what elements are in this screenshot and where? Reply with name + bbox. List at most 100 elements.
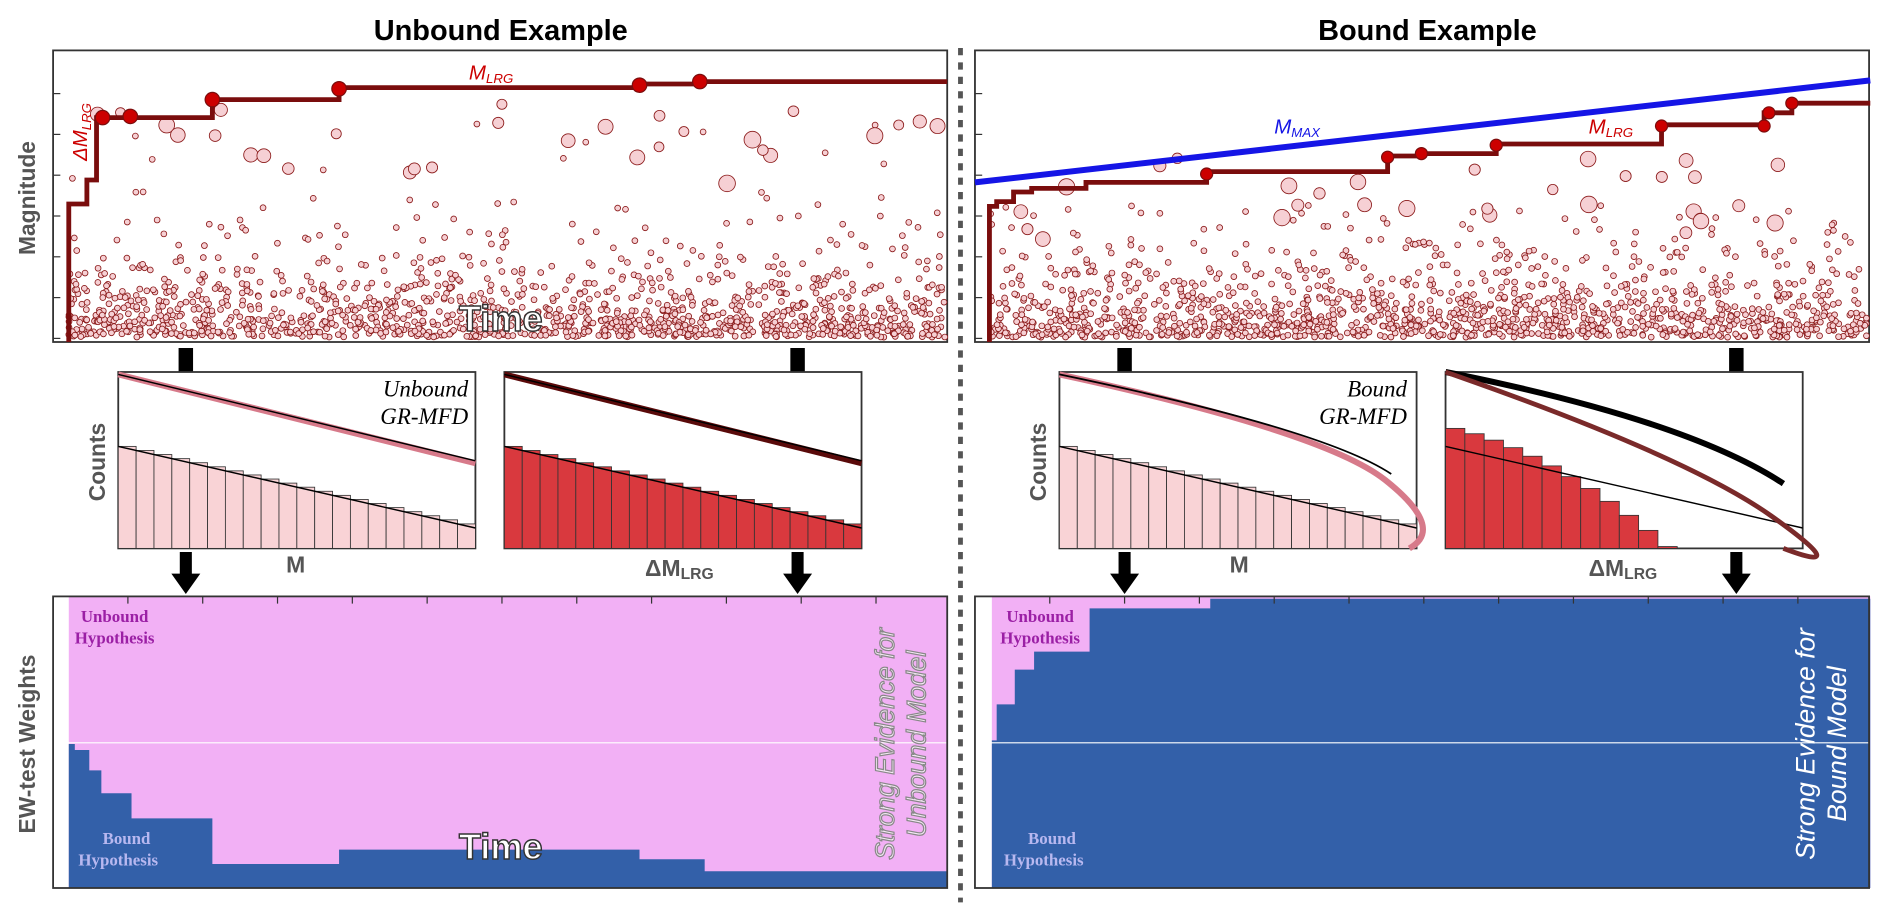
- event: [123, 254, 131, 262]
- event: [1113, 321, 1120, 329]
- event: [278, 309, 286, 317]
- event: [1770, 325, 1778, 333]
- event: [692, 327, 699, 334]
- event: [1652, 288, 1659, 296]
- hist-bar: [403, 511, 423, 549]
- event: [270, 290, 278, 297]
- cum-line: [1444, 369, 1819, 560]
- event: [1199, 280, 1207, 287]
- event: [1234, 331, 1241, 338]
- event: [1171, 322, 1178, 330]
- event: [1198, 293, 1205, 300]
- lrg-event: [1785, 96, 1799, 110]
- event: [313, 302, 321, 309]
- event: [1020, 294, 1028, 302]
- event: [1610, 272, 1617, 280]
- event: [1835, 333, 1842, 341]
- event: [1304, 296, 1312, 304]
- event: [1107, 249, 1115, 257]
- event: [1632, 276, 1639, 284]
- event: [1289, 288, 1297, 296]
- event: [309, 194, 317, 202]
- event: [255, 293, 262, 300]
- event: [354, 318, 362, 326]
- event: [1225, 323, 1233, 330]
- event: [304, 236, 312, 243]
- event: [459, 252, 466, 260]
- event: [1316, 271, 1324, 279]
- event: [1031, 299, 1039, 306]
- event: [1467, 225, 1474, 233]
- event: [831, 327, 839, 335]
- connector: [790, 348, 805, 372]
- event: [1612, 248, 1620, 256]
- event: [614, 204, 621, 212]
- event: [1139, 314, 1147, 321]
- label-sub: LRG: [486, 71, 513, 86]
- event: [473, 120, 481, 128]
- event: [553, 314, 560, 322]
- event: [1706, 328, 1714, 336]
- hist-bar: [557, 458, 577, 549]
- hist-bar: [503, 445, 523, 549]
- lrg-event: [204, 91, 221, 108]
- event: [1468, 163, 1481, 176]
- event: [1406, 314, 1414, 321]
- event: [511, 268, 518, 275]
- event: [1072, 311, 1080, 319]
- event: [1056, 307, 1064, 315]
- event: [1534, 263, 1542, 270]
- event: [1314, 326, 1321, 333]
- event: [1765, 303, 1773, 311]
- event: [1070, 323, 1078, 331]
- event: [809, 284, 817, 291]
- event: [1376, 332, 1384, 339]
- fit-line: [1059, 445, 1417, 529]
- event: [1561, 314, 1569, 321]
- event: [1461, 315, 1468, 323]
- event: [589, 319, 597, 327]
- event: [1561, 215, 1569, 222]
- event: [1050, 325, 1058, 333]
- event: [489, 304, 497, 311]
- hist-bar: [628, 474, 648, 549]
- event: [1526, 306, 1534, 313]
- event: [1370, 318, 1378, 325]
- event: [1288, 323, 1296, 330]
- event: [103, 282, 110, 290]
- event: [1714, 286, 1722, 293]
- event: [1538, 280, 1545, 288]
- event: [1534, 299, 1542, 307]
- event: [709, 313, 716, 320]
- event: [1829, 266, 1836, 274]
- event: [1052, 270, 1059, 278]
- event: [240, 319, 248, 327]
- event: [521, 330, 529, 338]
- event: [615, 332, 623, 339]
- event: [243, 287, 251, 295]
- event: [1190, 239, 1198, 247]
- event: [671, 292, 679, 300]
- event: [394, 286, 402, 294]
- event: [862, 309, 869, 316]
- event: [242, 226, 249, 234]
- hist-bar: [1380, 519, 1400, 549]
- event: [1667, 310, 1675, 318]
- event: [1528, 265, 1535, 272]
- event: [582, 138, 590, 146]
- event: [1127, 241, 1135, 249]
- event: [1771, 253, 1778, 260]
- event: [529, 325, 537, 333]
- event: [233, 308, 240, 316]
- event: [1732, 253, 1739, 261]
- event: [1375, 304, 1383, 311]
- event: [1627, 299, 1634, 306]
- event: [1141, 292, 1149, 300]
- event: [1511, 278, 1518, 286]
- event: [1824, 229, 1832, 236]
- event: [494, 200, 502, 207]
- event: [419, 317, 426, 325]
- event: [872, 285, 879, 292]
- evidence-label: Strong Evidence for: [870, 627, 900, 860]
- event: [1365, 236, 1373, 244]
